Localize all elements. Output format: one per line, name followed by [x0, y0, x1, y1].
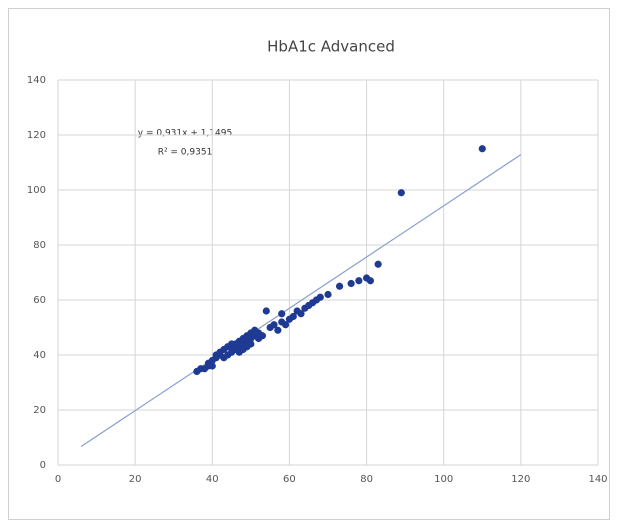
equation-label: y = 0,931x + 1,1495	[138, 129, 232, 139]
data-point	[262, 307, 270, 315]
x-tick-label: 100	[434, 474, 453, 485]
x-tick-label: 120	[511, 474, 530, 485]
y-tick-label: 40	[33, 350, 46, 361]
data-point	[347, 279, 355, 288]
x-tick-label: 40	[206, 474, 219, 485]
data-point	[478, 145, 486, 153]
x-tick-label: 20	[129, 474, 142, 485]
data-point	[247, 340, 255, 348]
chart-title: HbA1c Advanced	[267, 38, 395, 56]
y-tick-label: 20	[33, 405, 46, 416]
data-point	[324, 290, 332, 299]
data-point	[297, 310, 305, 318]
y-tick-label: 60	[33, 295, 46, 306]
chart-frame	[8, 8, 610, 520]
x-tick-label: 0	[55, 474, 61, 485]
trendline	[80, 154, 522, 447]
data-point	[355, 277, 363, 285]
data-point	[270, 321, 278, 329]
data-point	[335, 282, 344, 290]
data-point	[289, 312, 297, 321]
y-tick-label: 120	[27, 130, 46, 141]
y-tick-label: 0	[40, 460, 46, 471]
data-point	[278, 310, 286, 318]
y-tick-label: 100	[27, 185, 46, 196]
x-tick-label: 140	[588, 474, 607, 485]
data-point	[258, 332, 267, 340]
data-point	[274, 326, 282, 334]
data-point	[281, 321, 290, 329]
data-point	[366, 277, 375, 285]
y-tick-label: 80	[33, 240, 46, 251]
x-tick-label: 60	[283, 474, 296, 485]
data-point	[397, 189, 405, 197]
data-point	[374, 260, 382, 268]
y-tick-label: 140	[27, 75, 46, 86]
x-tick-label: 80	[360, 474, 373, 485]
r-squared-label: R² = 0,9351	[158, 148, 213, 158]
data-point	[316, 293, 324, 301]
data-point	[208, 362, 216, 370]
